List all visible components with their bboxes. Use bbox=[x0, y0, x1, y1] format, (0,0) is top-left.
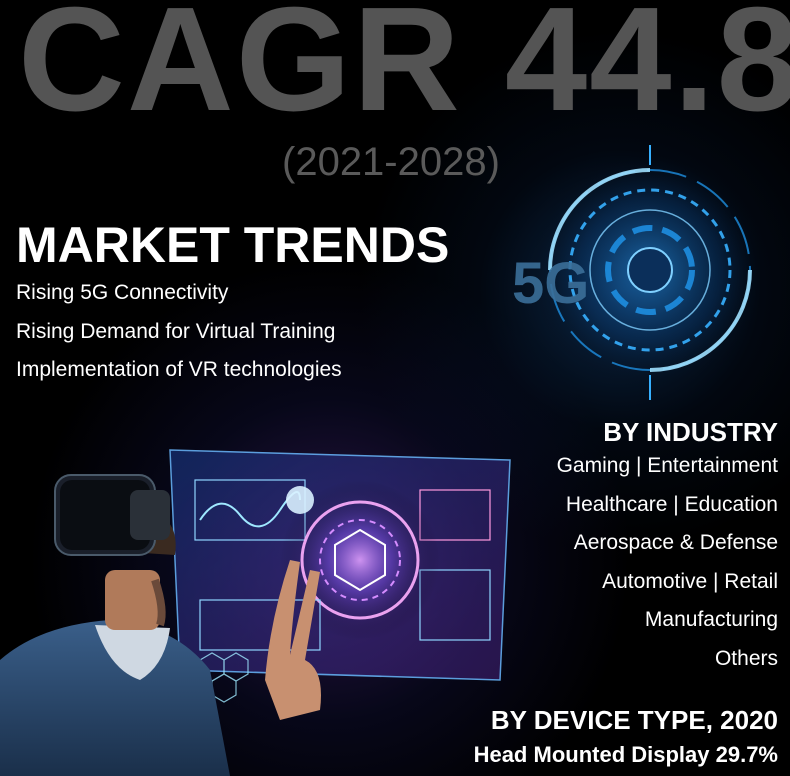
cagr-headline: CAGR 44.8% bbox=[18, 0, 790, 142]
trend-item: Implementation of VR technologies bbox=[16, 358, 342, 381]
by-device-type-title: BY DEVICE TYPE, 2020 bbox=[490, 705, 778, 735]
industry-item: Others bbox=[714, 646, 778, 670]
forecast-period: (2021-2028) bbox=[282, 140, 500, 184]
industry-item: Aerospace & Defense bbox=[573, 531, 778, 555]
industry-item: Manufacturing bbox=[644, 608, 778, 632]
industry-list: Gaming | Entertainment Healthcare | Educ… bbox=[557, 454, 778, 686]
market-trends-list: Rising 5G Connectivity Rising Demand for… bbox=[16, 280, 342, 396]
trend-item: Rising 5G Connectivity bbox=[16, 281, 229, 304]
market-trends-title: MARKET TRENDS bbox=[16, 217, 450, 273]
industry-item: Automotive | Retail bbox=[602, 569, 778, 593]
vr-user-illustration bbox=[0, 449, 511, 776]
5g-badge: 5G bbox=[512, 251, 589, 316]
industry-item: Healthcare | Education bbox=[565, 492, 778, 516]
by-industry-title: BY INDUSTRY bbox=[603, 417, 778, 447]
device-share-value: Head Mounted Display 29.7% bbox=[473, 742, 778, 767]
by-industry-section: BY INDUSTRY Gaming | Entertainment Healt… bbox=[557, 418, 778, 686]
5g-hologram-graphic: 5G bbox=[512, 145, 760, 400]
trend-item: Rising Demand for Virtual Training bbox=[16, 319, 336, 343]
industry-item: Gaming | Entertainment bbox=[556, 454, 778, 477]
